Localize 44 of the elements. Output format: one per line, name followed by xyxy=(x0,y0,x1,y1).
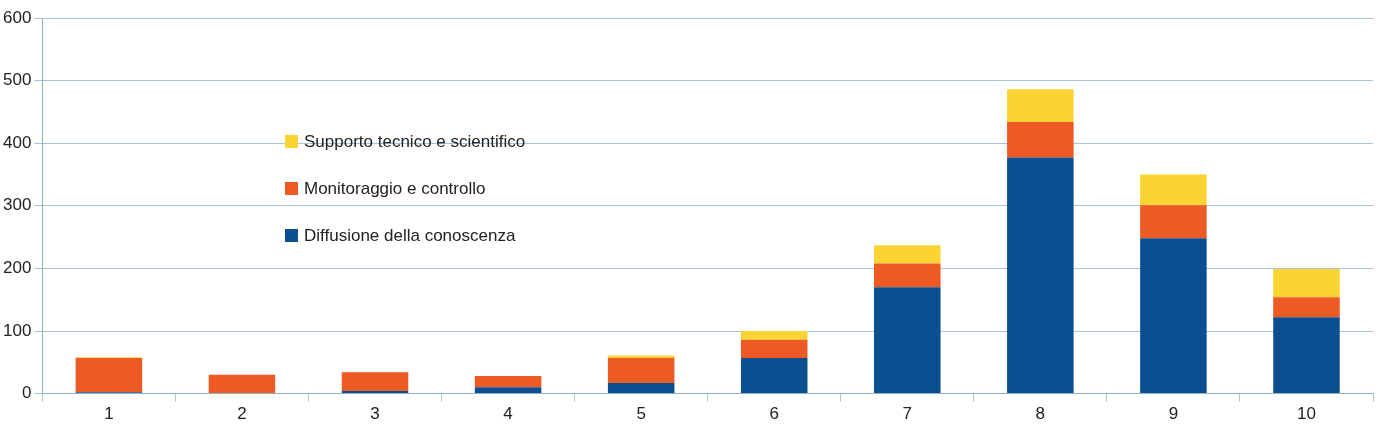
bar xyxy=(874,245,941,264)
bar xyxy=(1140,238,1207,394)
y-tick-label: 200 xyxy=(2,258,32,278)
bar xyxy=(1140,205,1207,239)
bar xyxy=(874,263,941,288)
x-tick-label: 6 xyxy=(769,404,779,424)
bar xyxy=(1140,174,1207,206)
bar xyxy=(1007,121,1074,158)
bar xyxy=(607,357,675,383)
bar xyxy=(1007,89,1074,122)
y-tick-label: 0 xyxy=(21,383,32,403)
x-tick-label: 10 xyxy=(1297,404,1316,424)
bar xyxy=(75,357,143,393)
y-tick-label: 400 xyxy=(2,132,32,152)
legend-label: Diffusione della conoscenza xyxy=(304,225,516,246)
bar xyxy=(1273,317,1340,394)
bar xyxy=(341,372,409,392)
x-tick-label: 2 xyxy=(237,404,247,424)
bar xyxy=(474,387,542,394)
y-tick-label: 600 xyxy=(2,7,32,27)
bar xyxy=(1273,269,1340,298)
x-tick-label: 7 xyxy=(902,404,913,424)
x-tick-label: 4 xyxy=(503,404,513,424)
legend-label: Monitoraggio e controllo xyxy=(304,178,486,199)
y-tick-label: 100 xyxy=(2,320,32,340)
x-tick-label: 5 xyxy=(636,404,646,424)
bar xyxy=(607,382,675,394)
x-tick-label: 1 xyxy=(104,404,114,424)
x-tick-label: 8 xyxy=(1035,404,1046,424)
bar xyxy=(208,374,276,393)
bar xyxy=(1007,157,1074,394)
bar xyxy=(740,357,808,394)
x-tick-label: 3 xyxy=(370,404,380,424)
bar xyxy=(740,331,808,340)
bar xyxy=(474,376,542,388)
bar xyxy=(607,355,675,358)
bar xyxy=(740,339,808,358)
y-tick-label: 300 xyxy=(2,195,32,215)
legend-label: Supporto tecnico e scientifico xyxy=(304,131,526,152)
bar xyxy=(1273,297,1340,318)
bar xyxy=(341,391,409,394)
y-tick-label: 500 xyxy=(2,70,32,90)
x-tick-label: 9 xyxy=(1168,404,1179,424)
bar xyxy=(874,287,941,394)
